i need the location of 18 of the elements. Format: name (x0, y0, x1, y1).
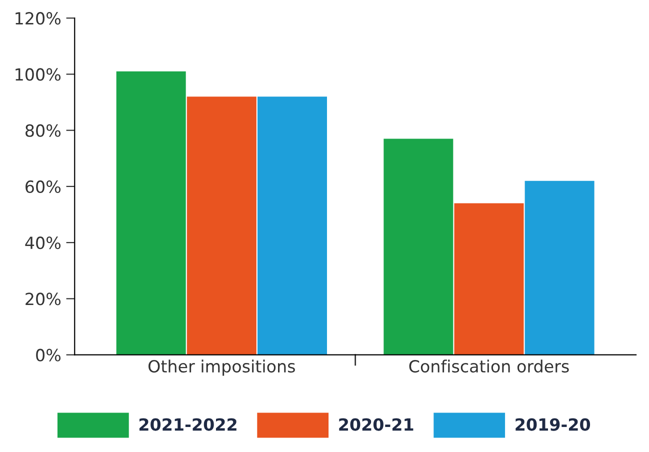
bar (186, 96, 256, 355)
y-tick-label: 20% (26, 292, 61, 306)
legend-label: 2019-20 (516, 418, 590, 431)
x-tick-label: Other impositions (148, 360, 295, 376)
y-tick-label: 80% (26, 124, 61, 137)
bar (454, 203, 524, 355)
y-tick-label: 40% (25, 236, 61, 250)
bar (257, 96, 327, 355)
bar (384, 138, 454, 355)
legend-label: 2020-21 (339, 418, 414, 431)
y-tick-label: 100% (16, 68, 61, 81)
bar (116, 71, 186, 355)
y-tick-label: 120% (16, 12, 61, 25)
y-tick-label: 60% (26, 180, 61, 194)
y-tick-label: 0% (36, 348, 61, 362)
legend-label: 2021-2022 (139, 418, 236, 431)
bar (524, 180, 594, 355)
x-tick-label: Confiscation orders (409, 360, 569, 373)
